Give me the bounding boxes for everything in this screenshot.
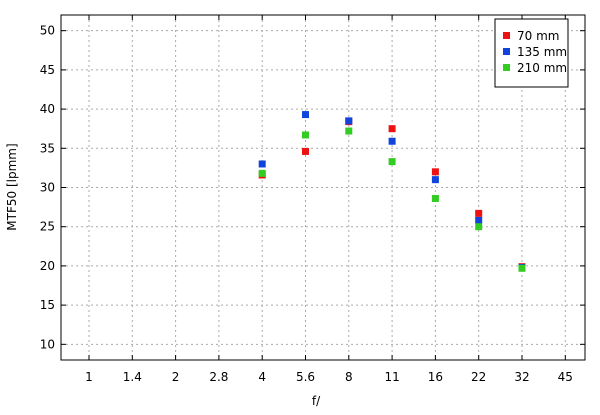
data-point [475, 223, 483, 231]
data-point [302, 131, 309, 139]
y-tick-label: 25 [40, 220, 55, 234]
x-tick-label: 1 [85, 370, 93, 384]
x-tick-label: 22 [471, 370, 486, 384]
legend-marker [503, 64, 510, 71]
y-tick-label: 50 [40, 24, 55, 38]
legend-marker [503, 32, 510, 39]
y-axis-label: MTF50 [lpmm] [5, 143, 19, 230]
y-tick-label: 40 [40, 102, 55, 116]
y-tick-label: 35 [40, 141, 55, 155]
data-point [475, 209, 483, 217]
series-2 [258, 127, 526, 272]
data-point [388, 125, 396, 133]
data-point [258, 160, 266, 168]
legend: 70 mm 135 mm 210 mm [494, 18, 569, 88]
data-point [345, 117, 353, 125]
data-point [388, 158, 396, 166]
x-tick-label: 2 [172, 370, 180, 384]
data-point [345, 127, 353, 135]
y-tick-label: 10 [40, 337, 55, 351]
y-axis: 10 15 20 25 30 35 40 45 50 [40, 24, 585, 351]
x-tick-label: 45 [558, 370, 573, 384]
x-tick-label: 4 [258, 370, 266, 384]
legend-marker [503, 48, 510, 55]
x-tick-label: 8 [345, 370, 353, 384]
y-tick-label: 30 [40, 181, 55, 195]
y-tick-label: 45 [40, 63, 55, 77]
data-point [258, 169, 266, 177]
data-point [431, 168, 439, 176]
y-tick-label: 20 [40, 259, 55, 273]
y-tick-label: 15 [40, 298, 55, 312]
data-point [302, 111, 309, 119]
legend-label: 70 mm [517, 29, 559, 43]
data-point [302, 147, 309, 155]
legend-label: 210 mm [517, 61, 567, 75]
x-tick-label: 32 [514, 370, 529, 384]
x-tick-label: 16 [428, 370, 443, 384]
x-tick-label: 1.4 [123, 370, 142, 384]
data-point [475, 216, 483, 224]
data-point [518, 264, 526, 272]
legend-label: 135 mm [517, 45, 567, 59]
data-points [258, 111, 526, 272]
x-axis-label: f/ [312, 394, 321, 408]
x-tick-label: 11 [384, 370, 399, 384]
data-point [431, 176, 439, 184]
data-point [431, 194, 439, 202]
data-point [388, 137, 396, 145]
x-axis: 1 1.4 2 2.8 4 5.6 8 11 16 22 32 45 [85, 15, 573, 384]
x-tick-label: 2.8 [209, 370, 228, 384]
x-tick-label: 5.6 [296, 370, 315, 384]
